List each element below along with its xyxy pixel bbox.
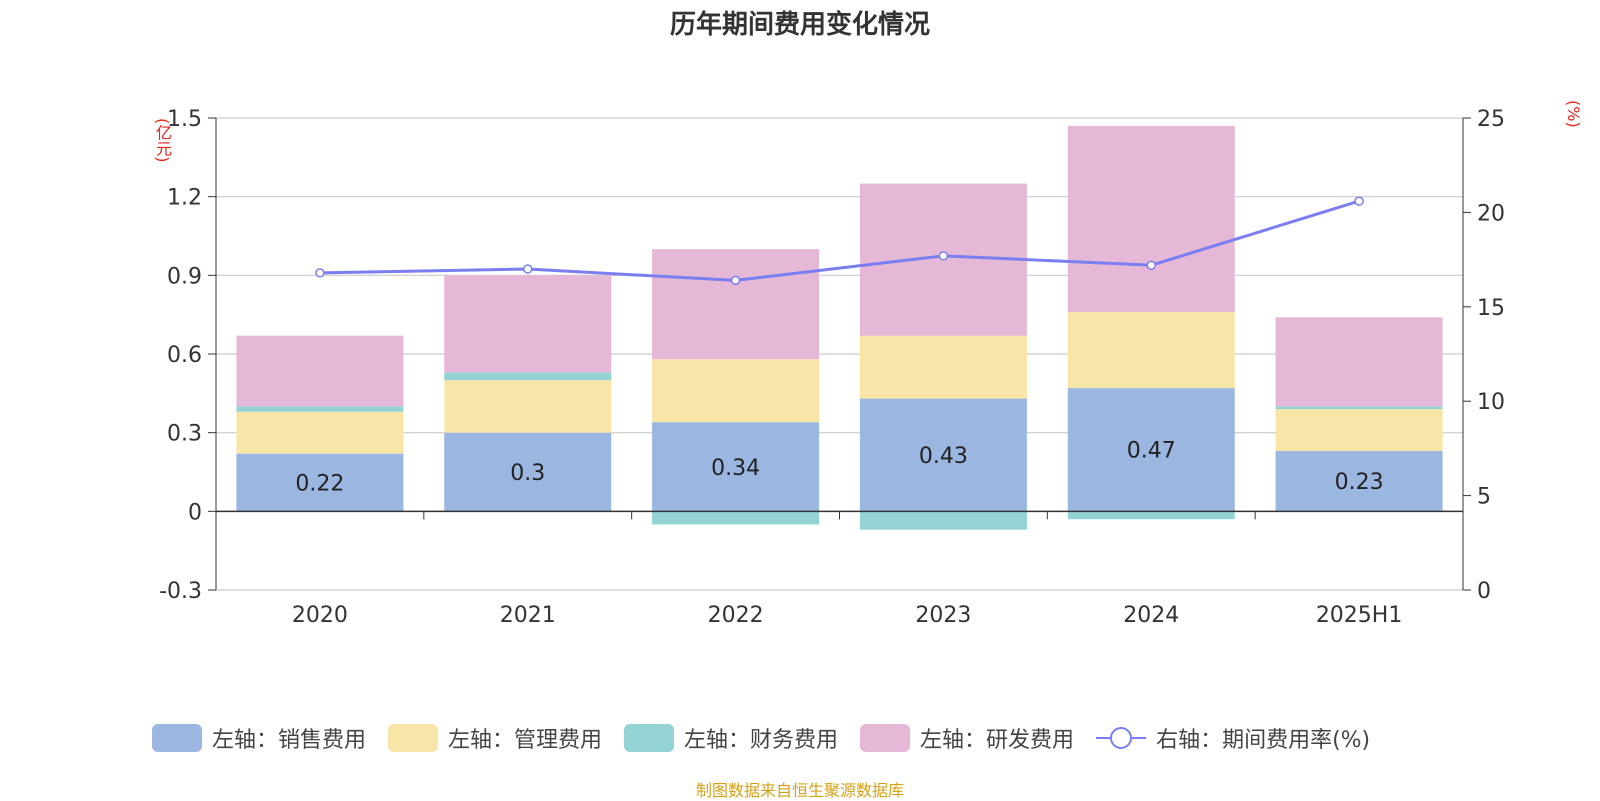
legend: 左轴：销售费用 左轴：管理费用 左轴：财务费用 左轴：研发费用 右轴：期间费用率… <box>152 722 1392 754</box>
left-axis-unit: (亿元) <box>153 118 172 163</box>
bar-segment-2020-s2 <box>236 406 404 412</box>
bar-segment-2025H1-s2 <box>1275 406 1443 410</box>
expense-rate-point-2024 <box>1146 260 1156 271</box>
expense-rate-point-2021 <box>523 264 533 274</box>
legend-label-rnd: 左轴：研发费用 <box>920 728 1075 753</box>
bar-segment-2025H1-s0 <box>1275 451 1443 512</box>
x-axis-category-label: 2021 <box>500 603 556 628</box>
legend-label-finance: 左轴：财务费用 <box>684 728 839 753</box>
right-axis-tick-label: 0 <box>1477 579 1491 604</box>
x-axis-category-label: 2020 <box>292 603 348 628</box>
legend-swatch-rnd <box>860 724 911 752</box>
bar-segment-2022-s0 <box>652 422 820 512</box>
bar-segment-2021-s1 <box>444 380 612 433</box>
bar-segment-2024-s0 <box>1067 388 1235 512</box>
x-axis-category-label: 2024 <box>1123 603 1179 628</box>
left-axis-tick-label: 0 <box>188 500 202 525</box>
right-axis-tick-label: 25 <box>1477 107 1505 132</box>
chart-canvas: -0.3 0 0.3 0.6 0.9 1.2 1.5 0 5 10 15 20 25 0.22 0.3 0.3… <box>159 107 1505 628</box>
expense-rate-point-2020 <box>315 268 325 278</box>
bar-segment-2021-s0 <box>444 432 612 512</box>
legend-swatch-admin <box>388 724 439 752</box>
data-label-sales-2021: 0.3 <box>510 461 545 486</box>
left-axis-tick-label: 0.9 <box>167 264 202 289</box>
x-axis-category-label: 2022 <box>708 603 764 628</box>
bar-segment-2022-s2 <box>652 511 820 525</box>
legend-line-marker-icon <box>1096 727 1147 749</box>
data-label-sales-2023: 0.43 <box>919 444 968 469</box>
legend-label-sales: 左轴：销售费用 <box>212 728 367 753</box>
right-axis-tick-label: 10 <box>1477 390 1505 415</box>
legend-label-expense-rate: 右轴：期间费用率(%) <box>1156 728 1371 753</box>
x-axis-category-label: 2025H1 <box>1316 603 1403 628</box>
expense-rate-line <box>319 199 1360 282</box>
left-axis-tick-label: -0.3 <box>159 579 202 604</box>
bar-segment-2023-s0 <box>859 398 1027 512</box>
expense-rate-point-2022 <box>730 275 741 286</box>
bar-segment-2024-s1 <box>1067 312 1235 389</box>
bar-segment-2023-s2 <box>859 511 1027 530</box>
data-label-sales-2020: 0.22 <box>295 471 344 496</box>
legend-item-finance[interactable]: 左轴：财务费用 <box>624 722 838 754</box>
left-axis-tick-label: 0.6 <box>167 343 202 368</box>
bar-segment-2022-s3 <box>652 249 820 360</box>
bar-segment-2021-s3 <box>444 275 612 373</box>
right-axis-unit: (%) <box>1564 100 1583 128</box>
bar-segment-2024-s2 <box>1067 511 1235 520</box>
legend-item-rnd[interactable]: 左轴：研发费用 <box>860 722 1074 754</box>
legend-item-sales[interactable]: 左轴：销售费用 <box>152 722 366 754</box>
bar-segment-2021-s2 <box>444 372 612 381</box>
bar-segment-2020-s3 <box>236 335 404 407</box>
left-axis-tick-label: 1.5 <box>167 107 202 132</box>
bar-segment-2022-s1 <box>652 359 820 423</box>
data-source-note: 制图数据来自恒生聚源数据库 <box>695 781 904 800</box>
expense-rate-point-2025H1 <box>1354 196 1364 206</box>
bar-segment-2025H1-s3 <box>1275 317 1443 407</box>
legend-swatch-sales <box>152 724 202 752</box>
right-axis-tick-label: 20 <box>1477 201 1505 226</box>
bar-segment-2020-s0 <box>236 453 404 512</box>
x-axis-category-label: 2023 <box>915 603 971 628</box>
left-axis-tick-label: 1.2 <box>167 186 202 211</box>
expense-rate-point-2023 <box>938 251 949 261</box>
data-label-sales-2022: 0.34 <box>711 456 760 481</box>
bar-segment-2025H1-s1 <box>1275 409 1443 452</box>
legend-swatch-finance <box>624 724 675 752</box>
right-axis-tick-label: 15 <box>1477 296 1505 321</box>
chart-title: 历年期间费用变化情况 <box>669 10 930 40</box>
right-axis-tick-label: 5 <box>1477 485 1491 510</box>
bar-segment-2020-s1 <box>236 411 404 454</box>
bar-segment-2024-s3 <box>1067 125 1235 313</box>
data-label-sales-2025H1: 0.23 <box>1335 470 1384 495</box>
legend-label-admin: 左轴：管理费用 <box>448 728 603 753</box>
data-label-sales-2024: 0.47 <box>1127 439 1176 464</box>
legend-item-admin[interactable]: 左轴：管理费用 <box>388 722 602 754</box>
legend-item-expense-rate[interactable]: 右轴：期间费用率(%) <box>1096 722 1370 754</box>
bar-segment-2023-s1 <box>859 335 1027 399</box>
left-axis-tick-label: 0.3 <box>167 422 202 447</box>
